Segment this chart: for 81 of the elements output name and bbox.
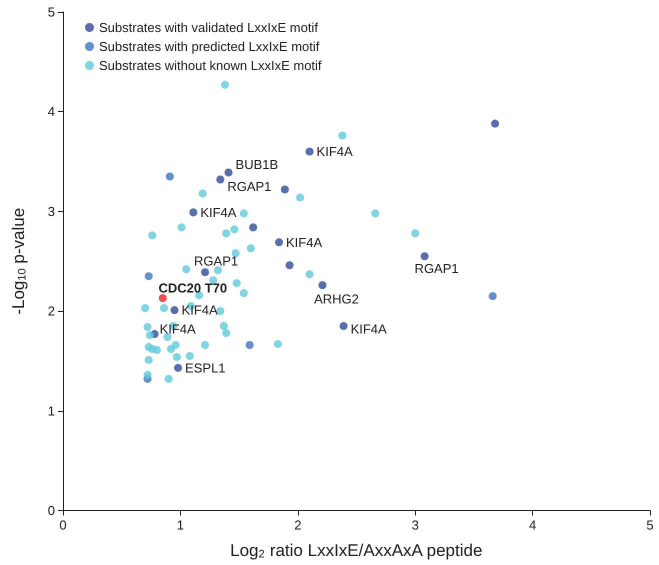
point — [144, 356, 153, 364]
point — [198, 189, 207, 198]
annotation: ESPL1 — [185, 360, 226, 376]
x-tick-label: 1 — [176, 518, 184, 532]
point — [274, 340, 282, 348]
annotation: KIF4A — [350, 322, 388, 337]
point — [246, 244, 255, 252]
point — [275, 238, 284, 246]
point — [318, 281, 326, 290]
point — [232, 279, 241, 288]
point — [144, 323, 152, 332]
point — [172, 341, 180, 349]
legend-label: Substrates with predicted LxxIxE motif — [99, 39, 320, 54]
y-tick-label: 5 — [48, 4, 55, 20]
point — [158, 294, 167, 302]
y-tick-label: 2 — [48, 304, 55, 319]
point — [160, 304, 168, 312]
point — [488, 292, 497, 300]
point — [230, 225, 238, 234]
y-tick-label: 1 — [48, 403, 55, 418]
annotation: KIF4A — [160, 322, 196, 337]
point — [249, 223, 258, 232]
x-tick-label: 0 — [59, 518, 67, 532]
point — [163, 333, 172, 342]
annotation: KIF4A — [200, 204, 237, 220]
point — [170, 306, 179, 314]
y-tick-label: 0 — [48, 503, 55, 518]
annotation: BUB1B — [236, 157, 278, 172]
point — [146, 331, 154, 340]
point — [201, 268, 210, 276]
y-axis-title: -Log10 p-value — [8, 208, 28, 315]
point — [224, 168, 233, 177]
point — [411, 229, 420, 238]
point — [178, 223, 186, 232]
annotation: RGAP1 — [227, 178, 272, 194]
point — [189, 208, 198, 216]
point — [201, 341, 210, 349]
point — [296, 193, 304, 202]
point — [220, 322, 228, 330]
point — [280, 185, 289, 194]
x-tick-label: 3 — [412, 518, 419, 532]
annotation: ARHG2 — [314, 292, 359, 307]
point — [340, 322, 348, 330]
point — [141, 304, 150, 312]
point — [221, 80, 230, 89]
x-tick-label: 4 — [528, 518, 536, 532]
point — [216, 176, 224, 184]
annotation: RGAP1 — [414, 260, 459, 276]
annotation: KIF4A — [316, 144, 353, 160]
annotation: CDC20 T70 — [158, 280, 228, 296]
point — [222, 329, 230, 338]
y-tick-label: 4 — [48, 104, 55, 120]
point — [338, 132, 346, 140]
point — [182, 265, 190, 274]
legend-label: Substrates with validated LxxIxE motif — [99, 20, 318, 35]
x-tick-label: 5 — [646, 518, 654, 532]
point — [222, 229, 230, 238]
point — [152, 346, 161, 354]
annotation: RGAP1 — [194, 254, 238, 269]
point — [148, 231, 156, 240]
point — [166, 172, 174, 181]
legend-label: Substrates without known LxxIxE motif — [99, 58, 322, 73]
point — [420, 252, 429, 260]
point — [186, 352, 194, 360]
point — [174, 364, 182, 372]
point — [306, 148, 314, 156]
point — [306, 270, 314, 278]
point — [286, 261, 294, 270]
point — [491, 120, 500, 128]
point — [240, 289, 248, 298]
point — [172, 352, 181, 361]
point — [214, 266, 222, 274]
x-tick-label: 2 — [294, 518, 302, 532]
point — [144, 370, 152, 379]
point — [240, 209, 248, 218]
annotation: KIF4A — [286, 234, 322, 250]
point — [371, 209, 380, 218]
y-tick-label: 3 — [48, 204, 55, 219]
point — [246, 341, 254, 349]
point — [144, 272, 153, 280]
point — [164, 374, 173, 383]
